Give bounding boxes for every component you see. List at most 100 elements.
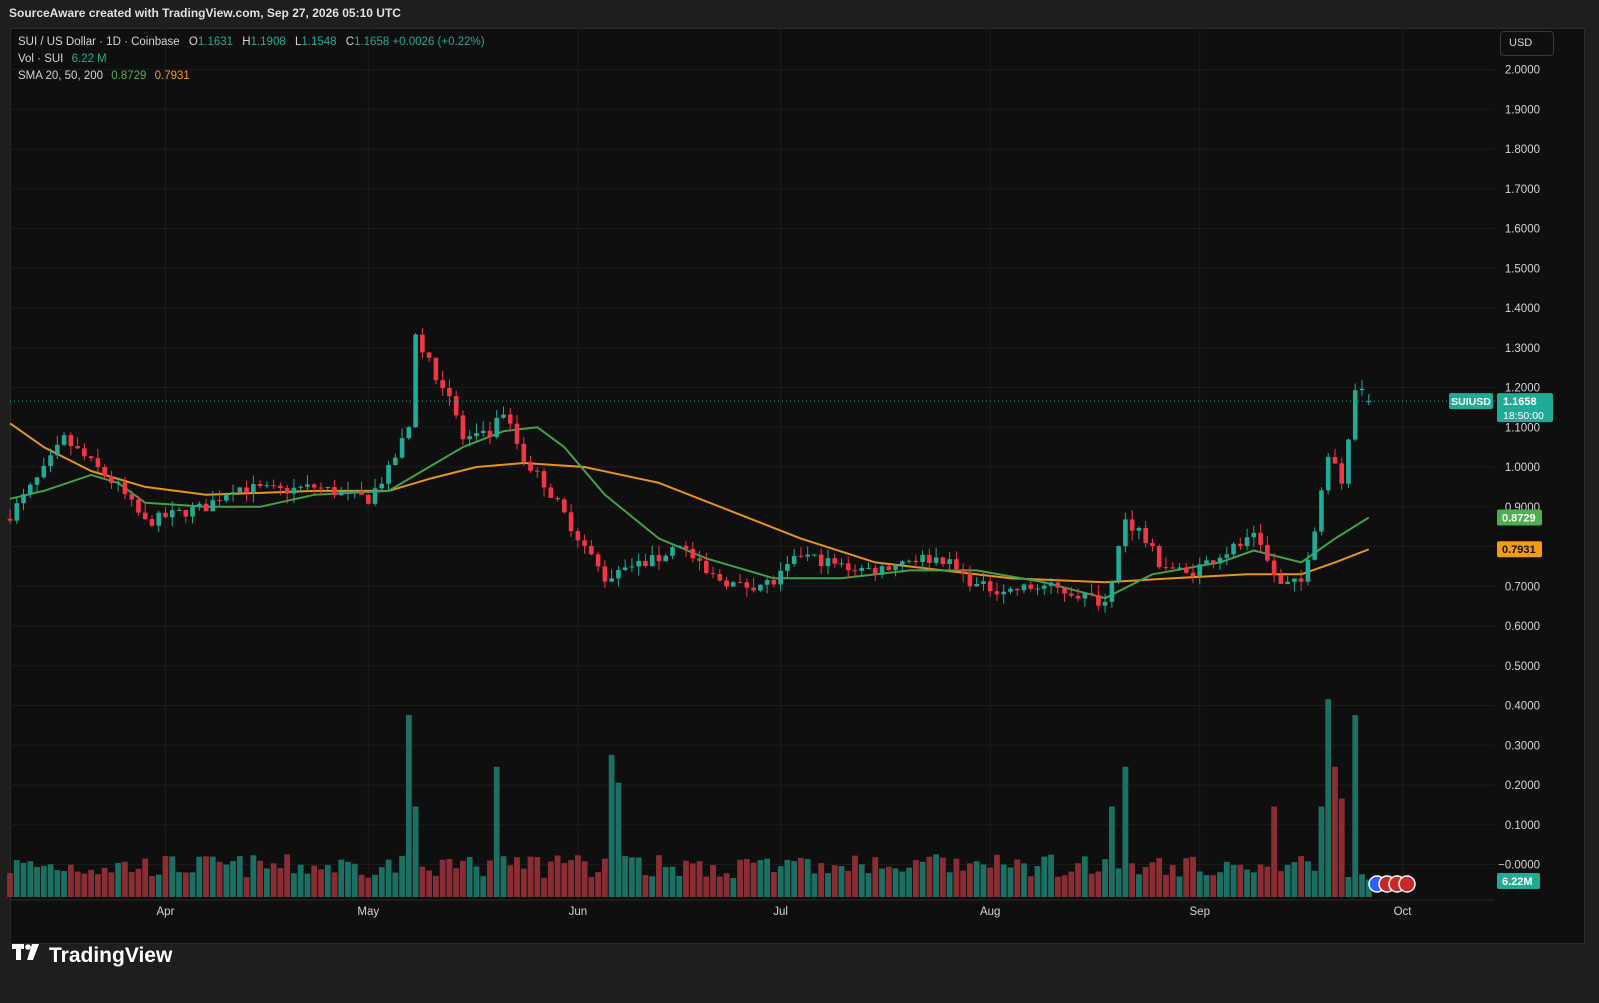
candle-body bbox=[257, 484, 263, 486]
volume-bar bbox=[662, 866, 669, 897]
volume-bar bbox=[74, 871, 81, 897]
volume-bar bbox=[88, 869, 95, 897]
candle-body bbox=[913, 560, 919, 563]
volume-bar bbox=[128, 872, 135, 897]
candle bbox=[1346, 438, 1351, 488]
legend-volume-row[interactable]: Vol · SUI 6.22 M bbox=[18, 51, 485, 68]
volume-bar bbox=[750, 862, 757, 897]
volume-bar bbox=[460, 860, 466, 897]
candle bbox=[602, 560, 608, 588]
volume-bar bbox=[399, 855, 405, 897]
volume-bar bbox=[1217, 872, 1223, 897]
candle-body bbox=[136, 499, 141, 513]
candle-body bbox=[954, 559, 959, 570]
candle bbox=[115, 477, 121, 492]
candle-body bbox=[102, 467, 107, 477]
grid-lines bbox=[10, 29, 1494, 900]
volume-bar bbox=[1203, 875, 1210, 897]
candle bbox=[311, 482, 317, 495]
volume-bar bbox=[919, 861, 926, 897]
sma50-value: 0.7931 bbox=[154, 70, 190, 82]
candle bbox=[75, 437, 80, 449]
volume-bar bbox=[649, 876, 656, 897]
candle bbox=[278, 482, 283, 496]
volume-bar bbox=[825, 873, 831, 897]
candle bbox=[1231, 541, 1236, 558]
volume-bar bbox=[1068, 871, 1075, 897]
candle-body bbox=[852, 570, 858, 572]
volume-bar bbox=[696, 861, 703, 897]
close-value: 1.1658 bbox=[354, 36, 390, 48]
volume-bar bbox=[615, 782, 622, 897]
candle-body bbox=[163, 512, 168, 518]
volume-bar bbox=[973, 861, 980, 897]
volume-bar bbox=[1048, 854, 1054, 897]
candle-body bbox=[75, 445, 80, 449]
candle-body bbox=[670, 547, 675, 556]
candle bbox=[812, 554, 817, 557]
candle-body bbox=[1014, 588, 1020, 591]
candle-body bbox=[1352, 390, 1358, 440]
sma50-badge: 0.7931 bbox=[1497, 541, 1542, 558]
volume-bar bbox=[345, 861, 351, 897]
volume-bar bbox=[818, 863, 825, 897]
candle-body bbox=[562, 499, 567, 513]
candle-body bbox=[886, 566, 892, 571]
candle-body bbox=[616, 570, 621, 579]
candle-body bbox=[447, 388, 452, 397]
candle-body bbox=[866, 567, 871, 569]
candle bbox=[1109, 580, 1115, 608]
candle bbox=[345, 481, 351, 501]
currency-button[interactable]: USD bbox=[1500, 31, 1554, 56]
candle bbox=[318, 482, 324, 496]
candle-body bbox=[406, 427, 412, 439]
volume-bar bbox=[331, 872, 338, 897]
volume-bar bbox=[1183, 858, 1190, 897]
candle bbox=[1271, 552, 1277, 583]
candle-body bbox=[859, 567, 865, 571]
candle-body bbox=[589, 545, 594, 555]
volume-bar bbox=[1115, 868, 1122, 897]
volume-bar bbox=[872, 857, 879, 897]
volume-bar bbox=[1163, 874, 1169, 897]
y-tick-label: 0.2000 bbox=[1505, 780, 1540, 792]
candle-body bbox=[318, 487, 324, 489]
volume-bar bbox=[811, 873, 818, 897]
candle bbox=[433, 357, 439, 385]
close-label: C bbox=[345, 36, 355, 48]
volume-bar bbox=[34, 866, 40, 897]
candle-body bbox=[1190, 572, 1196, 577]
candle-body bbox=[785, 563, 790, 571]
candle-body bbox=[920, 555, 925, 563]
y-tick-label: 1.0000 bbox=[1505, 462, 1540, 474]
x-tick-label: Jun bbox=[569, 906, 588, 918]
candle-body bbox=[169, 510, 175, 518]
candle bbox=[1028, 581, 1034, 592]
volume-bar bbox=[980, 864, 987, 897]
candle-body bbox=[413, 334, 418, 428]
candle bbox=[1035, 584, 1040, 596]
volume-bar bbox=[1284, 864, 1291, 897]
candle bbox=[1292, 578, 1297, 592]
candle-body bbox=[284, 488, 290, 494]
sma20-badge-bg bbox=[1497, 509, 1542, 526]
legend-sma-row[interactable]: SMA 20, 50, 200 0.8729 0.7931 bbox=[18, 68, 485, 85]
candle bbox=[1312, 527, 1317, 561]
candle-body bbox=[115, 482, 121, 484]
candle bbox=[562, 497, 567, 514]
candle bbox=[190, 502, 195, 524]
y-tick-label: 0.6000 bbox=[1505, 621, 1540, 633]
candle-body bbox=[122, 482, 128, 495]
candle bbox=[1123, 512, 1128, 553]
tradingview-logo[interactable]: TradingView bbox=[12, 942, 172, 970]
candle-body bbox=[1116, 546, 1121, 582]
candle-body bbox=[1143, 527, 1148, 544]
volume-bar bbox=[1277, 870, 1284, 897]
candle bbox=[589, 539, 594, 556]
volume-bar bbox=[838, 866, 845, 897]
volume-bar bbox=[1142, 866, 1149, 897]
currency-label: USD bbox=[1509, 37, 1533, 49]
open-value: 1.1631 bbox=[197, 36, 234, 48]
candle-body bbox=[703, 560, 709, 574]
